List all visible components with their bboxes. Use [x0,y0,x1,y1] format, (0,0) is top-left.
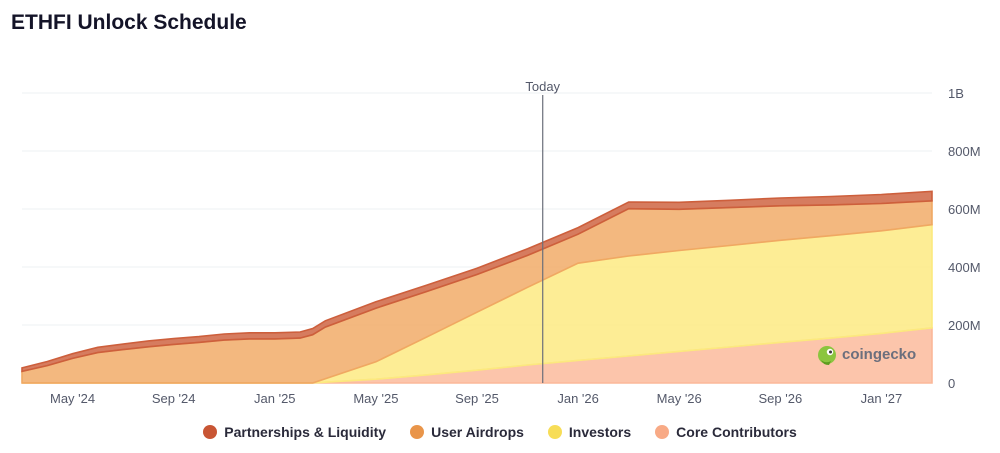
legend-dot [547,425,562,439]
area-partnerships-liquidity [21,190,933,373]
x-tick-label: Jan '26 [557,391,599,406]
x-tick-label: May '26 [657,391,702,406]
legend-dot [410,425,425,439]
legend-dot [655,425,670,439]
y-tick-label: 0 [948,376,955,391]
y-axis: 0 200M 400M 600M 800M 1B [948,86,981,391]
x-tick-label: May '25 [353,391,398,406]
today-marker: Today [525,79,561,383]
legend-label: Core Contributors [676,424,797,440]
x-tick-label: Sep '24 [152,391,196,406]
chart-title: ETHFI Unlock Schedule [11,11,247,34]
legend-label: Partnerships & Liquidity [224,424,387,440]
legend-item-partnerships[interactable]: Partnerships & Liquidity [203,424,386,440]
legend-label: User Airdrops [431,424,524,440]
legend: Partnerships & Liquidity User Airdrops I… [0,424,1000,440]
x-axis: May '24 Sep '24 Jan '25 May '25 Sep '25 Jan '… [50,391,902,406]
legend-item-investors[interactable]: Investors [547,424,632,440]
legend-item-core-contributors[interactable]: Core Contributors [655,424,797,440]
gecko-logo-icon [818,346,836,365]
y-tick-label: 400M [948,260,981,275]
y-tick-label: 800M [948,144,981,159]
legend-item-user-airdrops[interactable]: User Airdrops [410,424,524,440]
x-tick-label: Jan '27 [861,391,903,406]
legend-dot [203,425,218,439]
y-tick-label: 600M [948,202,981,217]
y-tick-label: 1B [948,86,964,101]
today-label: Today [525,79,560,94]
unlock-chart: Today May '24 Sep '24 Jan '25 May '25 Sep '2… [21,79,981,406]
x-tick-label: Sep '25 [455,391,499,406]
legend-label: Investors [568,424,632,440]
y-tick-label: 200M [948,318,981,333]
stacked-areas [21,190,933,384]
watermark-text: coingecko [842,346,916,363]
x-tick-label: Jan '25 [254,391,296,406]
coingecko-watermark: coingecko [818,346,916,365]
x-tick-label: Sep '26 [758,391,802,406]
x-tick-label: May '24 [50,391,95,406]
